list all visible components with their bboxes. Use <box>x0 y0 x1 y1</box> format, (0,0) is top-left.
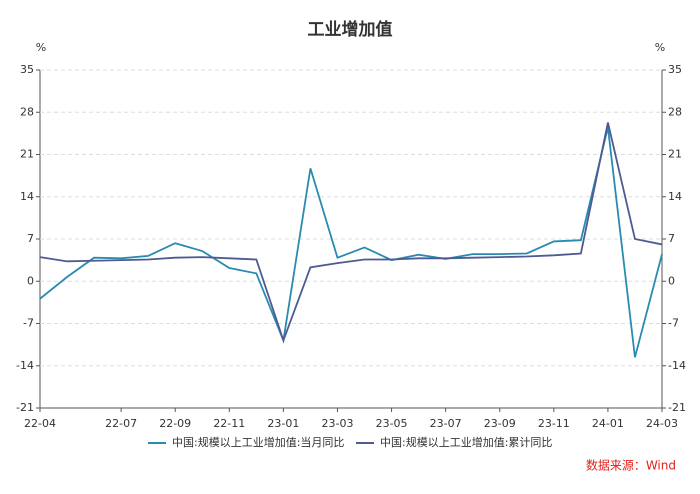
y2-tick-label: 21 <box>668 148 682 161</box>
x-tick-label: 22-04 <box>24 417 56 430</box>
x-tick-label: 23-11 <box>538 417 570 430</box>
x-tick-label: 23-01 <box>267 417 299 430</box>
legend-label: 中国:规模以上工业增加值:累计同比 <box>380 435 552 449</box>
series-line <box>39 127 663 358</box>
y2-tick-label: 14 <box>668 190 682 203</box>
y2-tick-label: 28 <box>668 105 682 118</box>
y-tick-label: -21 <box>16 401 34 414</box>
y-tick-label: 28 <box>20 105 34 118</box>
y-tick-label: 14 <box>20 190 34 203</box>
y2-axis-unit: % <box>655 41 665 54</box>
y2-tick-label: 7 <box>668 232 675 245</box>
x-tick-label: 24-01 <box>592 417 624 430</box>
y-tick-label: 35 <box>20 63 34 76</box>
source-note: 数据来源：Wind <box>586 458 676 473</box>
series-line <box>39 122 663 344</box>
y-tick-label: -7 <box>23 317 34 330</box>
y2-tick-label: -21 <box>668 401 686 414</box>
x-tick-label: 22-07 <box>105 417 137 430</box>
x-tick-label: 24-03 <box>646 417 678 430</box>
y-tick-label: -14 <box>16 359 34 372</box>
y2-tick-label: 35 <box>668 63 682 76</box>
x-tick-label: 23-09 <box>484 417 516 430</box>
y-tick-label: 21 <box>20 148 34 161</box>
x-tick-label: 22-11 <box>213 417 245 430</box>
y2-tick-label: 0 <box>668 274 675 287</box>
x-tick-label: 23-03 <box>321 417 353 430</box>
y2-tick-label: -14 <box>668 359 686 372</box>
x-tick-label: 22-09 <box>159 417 191 430</box>
chart-title: 工业增加值 <box>308 19 393 40</box>
y-tick-label: 7 <box>27 232 34 245</box>
y-axis-unit: % <box>36 41 46 54</box>
y-tick-label: 0 <box>27 274 34 287</box>
x-tick-label: 23-07 <box>430 417 462 430</box>
x-tick-label: 23-05 <box>376 417 408 430</box>
legend-label: 中国:规模以上工业增加值:当月同比 <box>172 435 344 449</box>
y2-tick-label: -7 <box>668 317 679 330</box>
